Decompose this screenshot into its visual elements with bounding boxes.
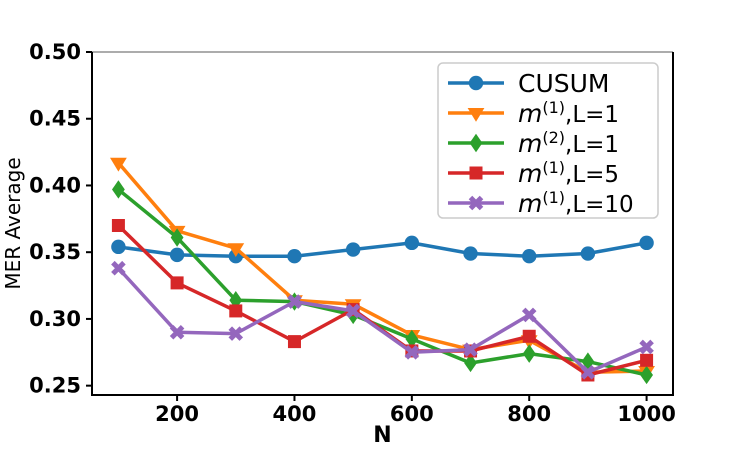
series-marker-CUSUM xyxy=(287,248,302,264)
series-marker-m1-L10 xyxy=(287,294,302,309)
legend-label-m1-L5: m(1),L=5 xyxy=(518,158,619,188)
series-marker-m1-L5 xyxy=(287,335,301,349)
series-marker-m1-L5 xyxy=(522,329,536,343)
series-marker-m1-L10 xyxy=(228,326,244,341)
legend-label-m1-L10: m(1),L=10 xyxy=(518,188,634,218)
series-marker-CUSUM xyxy=(111,239,126,255)
series-marker-m1-L10 xyxy=(345,303,361,319)
legend-label-CUSUM: CUSUM xyxy=(518,69,610,98)
series-marker-m1-L10 xyxy=(580,365,596,380)
x-tick-label: 400 xyxy=(273,402,317,426)
y-tick-label: 0.30 xyxy=(29,307,81,331)
series-marker-m1-L10 xyxy=(521,307,537,323)
x-tick-label: 600 xyxy=(390,402,434,426)
y-tick-label: 0.25 xyxy=(29,374,81,398)
legend-label-m1-L1: m(1),L=1 xyxy=(518,98,619,128)
series-marker-m1-L10 xyxy=(463,342,478,357)
y-tick-label: 0.35 xyxy=(29,240,81,264)
series-marker-CUSUM xyxy=(639,235,654,251)
legend-marker-m1-L10 xyxy=(468,195,484,211)
series-marker-m2-L1 xyxy=(522,344,536,363)
series-marker-m1-L5 xyxy=(640,353,654,367)
series-marker-m1-L10 xyxy=(111,260,126,276)
legend-label-m2-L1: m(2),L=1 xyxy=(518,128,619,158)
y-axis-label: MER Average xyxy=(1,157,25,289)
x-tick-label: 1000 xyxy=(617,402,675,426)
series-marker-m1-L10 xyxy=(639,339,654,355)
series-marker-CUSUM xyxy=(522,248,537,264)
series-marker-CUSUM xyxy=(580,246,596,261)
series-marker-m2-L1 xyxy=(229,291,243,310)
series-marker-m1-L5 xyxy=(229,304,243,318)
series-marker-CUSUM xyxy=(345,242,361,257)
series-marker-m1-L5 xyxy=(170,276,184,290)
series-marker-m1-L10 xyxy=(169,324,185,340)
series-marker-m2-L1 xyxy=(405,329,419,349)
x-tick-label: 200 xyxy=(155,402,199,426)
legend-marker-CUSUM xyxy=(468,75,484,91)
series-marker-CUSUM xyxy=(169,247,185,263)
y-tick-label: 0.45 xyxy=(29,107,81,131)
series-marker-m2-L1 xyxy=(112,180,125,199)
series-line-CUSUM xyxy=(116,241,649,258)
series-line-m1-L10 xyxy=(116,266,649,375)
x-tick-label: 800 xyxy=(507,402,551,426)
series-marker-m1-L1 xyxy=(227,243,245,257)
series-marker-m2-L1 xyxy=(640,365,653,385)
series-marker-m1-L5 xyxy=(111,219,125,233)
legend-marker-m1-L1 xyxy=(467,108,485,122)
y-tick-label: 0.40 xyxy=(29,173,81,197)
y-tick-label: 0.50 xyxy=(29,40,81,64)
series-marker-CUSUM xyxy=(404,235,420,251)
series-marker-m1-L10 xyxy=(404,345,420,360)
legend-box xyxy=(437,62,659,219)
x-axis-label: N xyxy=(373,423,391,448)
series-marker-m2-L1 xyxy=(170,228,184,247)
series-marker-m2-L1 xyxy=(464,353,477,373)
series-marker-CUSUM xyxy=(463,246,478,261)
series-marker-m2-L1 xyxy=(581,352,595,371)
series-marker-m1-L1 xyxy=(110,157,127,172)
legend-marker-m1-L5 xyxy=(469,166,483,180)
